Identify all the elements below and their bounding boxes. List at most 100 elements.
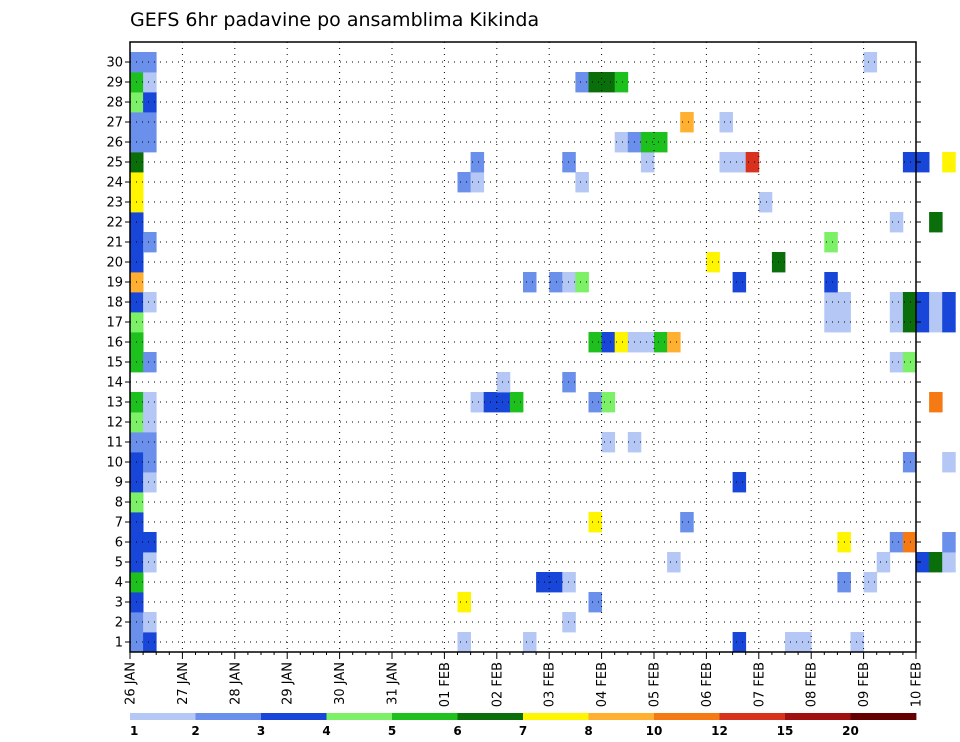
heatmap-cell [942,452,956,473]
heatmap-cell [601,392,616,413]
y-tick-label: 27 [106,116,123,131]
heatmap-cell [536,572,550,593]
legend-label: 2 [191,724,199,738]
heatmap-cell [143,632,157,653]
y-tick-label: 11 [106,436,123,451]
heatmap-cell [889,292,904,313]
y-tick-label: 29 [106,76,123,91]
heatmap-cell [942,532,956,553]
x-tick-label: 01 FEB [438,662,453,707]
legend-label: 8 [584,724,592,738]
heatmap-cell [942,552,956,573]
heatmap-cell [785,632,799,653]
heatmap-cells [130,52,956,653]
y-axis: 1234567891011121314151617181920212223242… [106,56,921,651]
heatmap-cell [902,152,917,173]
x-tick-label: 08 FEB [805,662,820,707]
legend-swatch [326,713,393,720]
heatmap-cell [732,472,747,493]
heatmap-cell [143,532,157,553]
heatmap-cell [588,392,602,413]
heatmap-cell [601,332,616,353]
y-tick-label: 3 [115,596,123,611]
legend-label: 20 [842,724,859,738]
heatmap-cell [588,72,602,93]
heatmap-cell [929,212,943,233]
y-tick-label: 5 [115,556,123,571]
legend-label: 6 [453,724,461,738]
heatmap-cell [889,212,904,233]
x-axis: 26 JAN 27 JAN 28 JAN 29 JAN 30 JAN 31 JAN 01 F… [124,652,925,707]
heatmap-cell [863,52,878,73]
heatmap-cell [929,552,943,573]
heatmap-cell [942,312,956,333]
heatmap-cell [457,592,471,613]
heatmap-cell [732,152,747,173]
heatmap-cell [562,572,576,593]
heatmap-cell [902,292,917,313]
heatmap-cell [902,452,917,473]
heatmap-cell [614,72,629,93]
heatmap-cell [706,252,720,273]
heatmap-cell [562,372,576,393]
legend-swatch [588,713,655,720]
heatmap-cell [143,52,157,73]
heatmap-cell [680,512,694,533]
heatmap-cell [889,532,904,553]
heatmap-cell [457,632,471,653]
heatmap-cell [470,172,485,193]
y-tick-label: 15 [106,356,123,371]
heatmap-cell [916,152,930,173]
heatmap-cell [523,272,537,293]
legend-label: 12 [711,724,728,738]
heatmap-cell [496,372,511,393]
x-tick-label: 26 JAN [124,662,139,705]
plot-frame [129,41,917,653]
heatmap-cell [824,292,838,313]
x-tick-label: 04 FEB [595,662,610,707]
heatmap-cell [916,312,930,333]
heatmap-cell [680,112,694,133]
legend-label: 4 [322,724,330,738]
heatmap-cell [549,572,563,593]
legend-label: 5 [388,724,396,738]
legend-swatch [850,713,917,720]
legend-swatch [392,713,458,720]
legend-label: 1 [130,724,138,738]
heatmap-cell [667,552,681,573]
heatmap-cell [588,332,602,353]
heatmap-cell [929,292,943,313]
heatmap-cell [470,392,485,413]
heatmap-cell [143,72,157,93]
chart-grid [130,42,916,652]
y-tick-label: 1 [115,636,123,651]
heatmap-cell [614,332,629,353]
heatmap-cell [143,552,157,573]
heatmap-cell [588,592,602,613]
x-tick-label: 30 JAN [333,662,348,705]
heatmap-cell [562,152,576,173]
legend-label: 7 [519,724,527,738]
y-tick-label: 16 [106,336,123,351]
heatmap-cell [143,612,157,633]
heatmap-cell [876,552,891,573]
x-tick-label: 03 FEB [543,662,558,707]
heatmap-cell [758,192,773,213]
heatmap-cell [640,132,655,153]
heatmap-cell [902,312,917,333]
y-tick-label: 21 [106,236,123,251]
heatmap-cell [745,152,760,173]
y-tick-label: 28 [106,96,123,111]
y-tick-label: 19 [106,276,123,291]
heatmap-cell [575,72,589,93]
heatmap-cell [863,572,878,593]
color-legend: 1 2 3 4 5 6 7 8 10 12 15 20 [130,713,917,738]
heatmap-cell [143,112,157,133]
heatmap-cell [523,632,537,653]
heatmap-cell [457,172,471,193]
y-tick-label: 10 [106,456,123,471]
heatmap-cell [143,132,157,153]
heatmap-cell [143,232,157,253]
heatmap-cell [798,632,812,653]
legend-swatch [457,713,524,720]
